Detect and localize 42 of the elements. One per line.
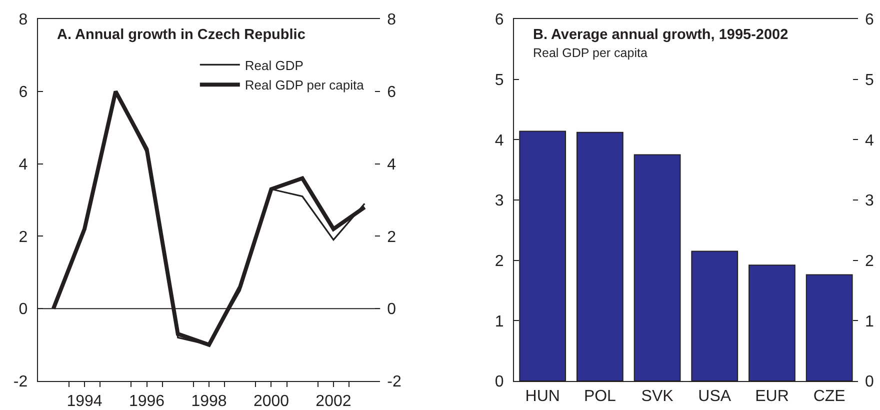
x-tick-label: POL — [584, 388, 616, 406]
legend-label: Real GDP per capita — [244, 78, 365, 93]
text: A. Annual growth in Czech Republic — [57, 27, 306, 43]
x-tick-label: 2002 — [316, 393, 352, 410]
y2-tick-label: 6 — [865, 12, 874, 29]
y2-tick-label: 3 — [865, 192, 874, 210]
x-tick-label: 2000 — [253, 393, 290, 410]
x-tick-label: 1996 — [128, 393, 165, 410]
y2-tick-label: 8 — [387, 12, 396, 29]
x-tick-label: CZE — [813, 388, 846, 406]
y2-tick-label: 2 — [387, 228, 396, 246]
x-tick-label: EUR — [755, 388, 789, 406]
y-tick-label: 0 — [494, 374, 504, 391]
y-tick-label: -2 — [13, 374, 28, 391]
y-tick-label: 8 — [18, 12, 28, 29]
y-tick-label: 4 — [18, 156, 28, 174]
y-tick-label: 3 — [494, 192, 504, 210]
y-tick-label: 6 — [18, 84, 28, 101]
legend-label: Real GDP — [244, 58, 304, 73]
y2-tick-label: 5 — [865, 72, 874, 89]
y2-tick-label: 6 — [387, 84, 396, 101]
y2-tick-label: 4 — [387, 156, 396, 174]
y2-tick-label: 4 — [865, 132, 874, 150]
x-tick-label: SVK — [641, 388, 674, 406]
y-tick-label: 6 — [494, 12, 504, 29]
x-tick-label: USA — [698, 388, 732, 406]
text: Real GDP per capita — [533, 46, 648, 60]
y-tick-label: 5 — [494, 72, 504, 89]
x-tick-label: 1998 — [191, 393, 227, 410]
y-tick-label: 1 — [494, 313, 504, 330]
x-tick-label: HUN — [525, 388, 560, 406]
y2-tick-label: -2 — [387, 374, 402, 391]
x-tick-label: 1994 — [66, 393, 102, 410]
y2-tick-label: 0 — [387, 301, 396, 318]
y-tick-label: 0 — [18, 301, 28, 318]
text: B. Average annual growth, 1995-2002 — [533, 27, 788, 43]
y-tick-label: 4 — [494, 132, 504, 150]
y2-tick-label: 0 — [865, 374, 874, 391]
y-tick-label: 2 — [494, 252, 504, 270]
y-tick-label: 2 — [18, 228, 28, 246]
y2-tick-label: 1 — [865, 313, 874, 330]
y2-tick-label: 2 — [865, 252, 874, 270]
